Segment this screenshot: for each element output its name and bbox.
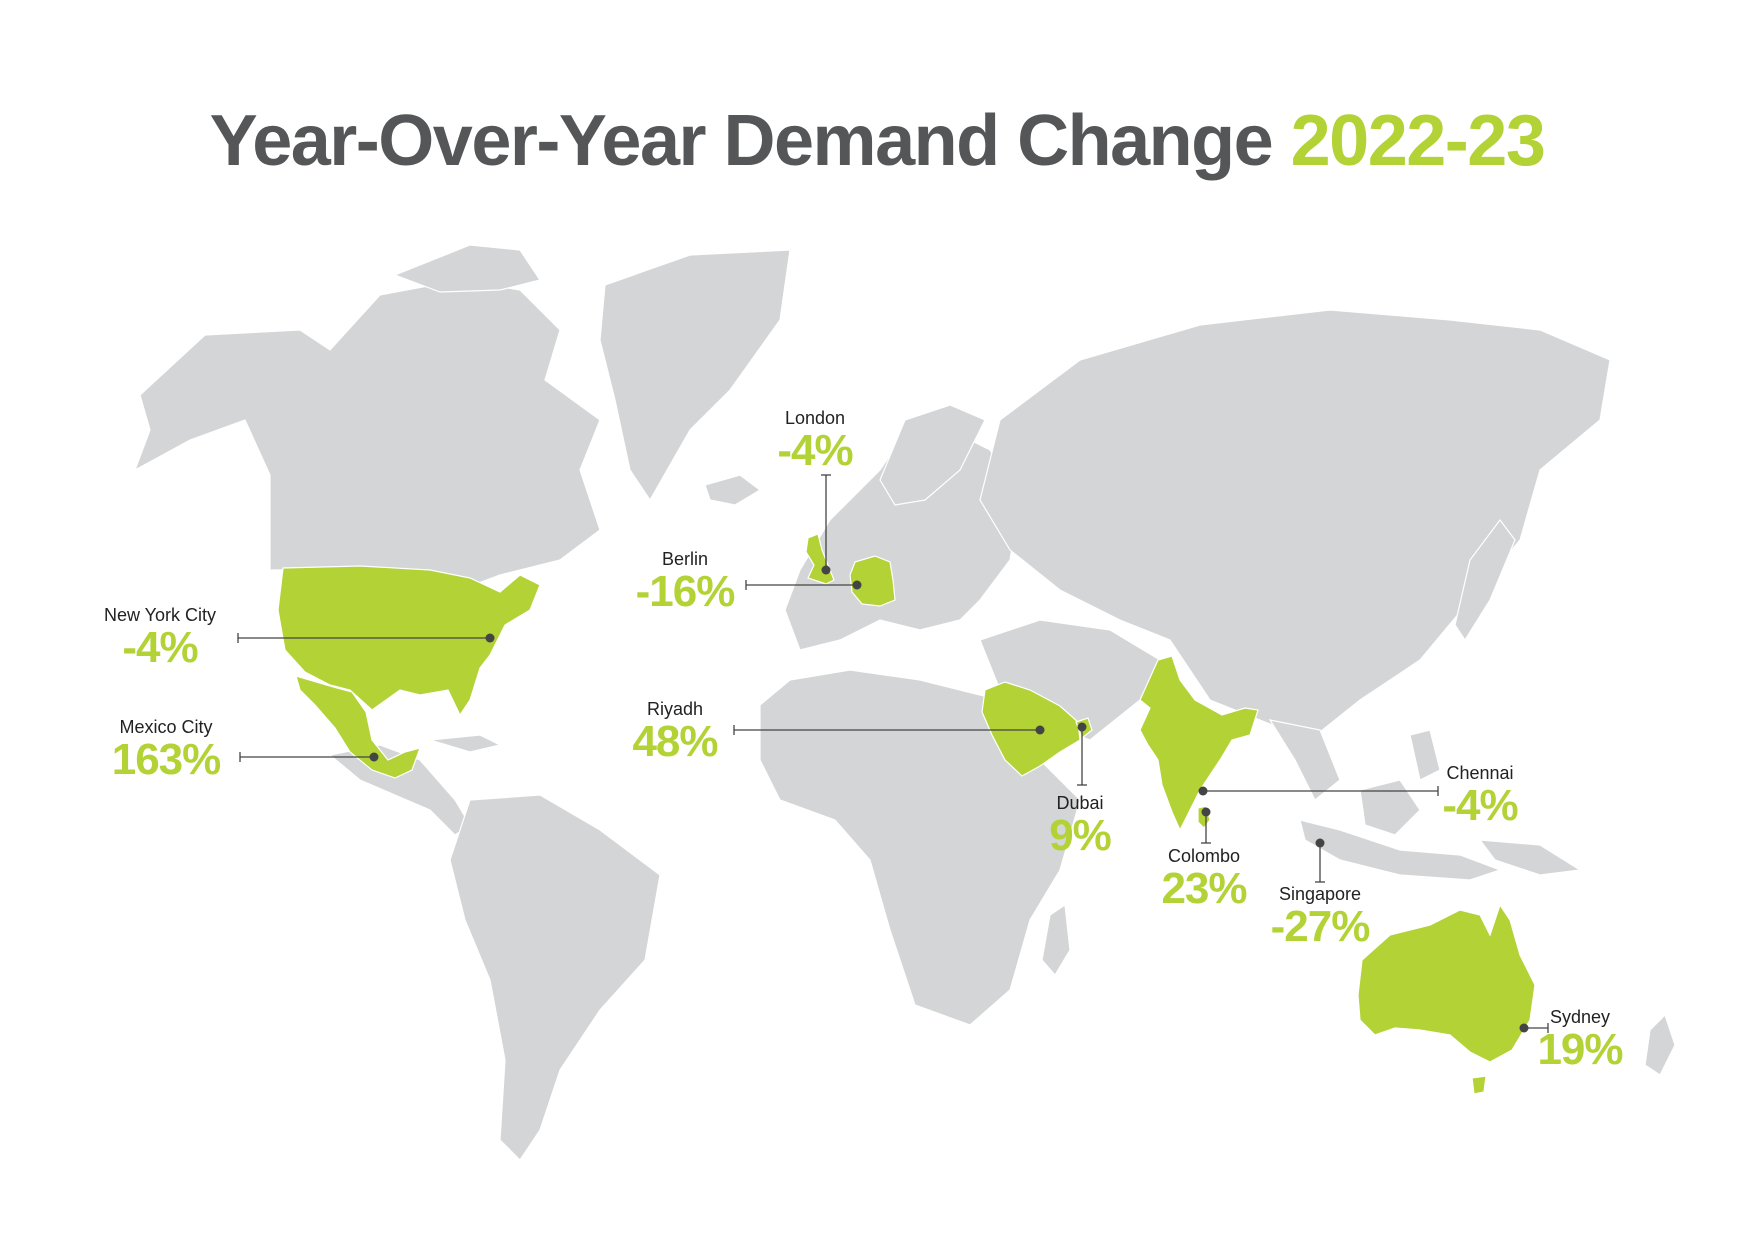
- label-mexico-city: Mexico City 163%: [66, 716, 266, 782]
- country-tasmania: [1471, 1075, 1487, 1095]
- land-japan: [1454, 519, 1516, 642]
- label-berlin: Berlin -16%: [600, 548, 770, 614]
- city-value: 48%: [632, 717, 718, 766]
- label-chennai: Chennai -4%: [1400, 762, 1560, 828]
- city-name: Sydney: [1549, 1007, 1611, 1027]
- country-saudi-arabia: [981, 681, 1081, 777]
- label-singapore: Singapore -27%: [1240, 883, 1400, 949]
- land-madagascar: [1041, 903, 1071, 977]
- dot-singapore: [1315, 838, 1325, 848]
- city-name: Dubai: [1056, 793, 1104, 813]
- label-london: London -4%: [730, 407, 900, 473]
- land-indonesia: [1299, 819, 1502, 881]
- city-value: 163%: [111, 735, 222, 784]
- land-alaska-canada: [133, 279, 601, 591]
- country-usa: [277, 565, 541, 717]
- city-value: 23%: [1161, 864, 1247, 913]
- dot-colombo: [1201, 807, 1211, 817]
- dot-chennai: [1198, 786, 1208, 796]
- label-riyadh: Riyadh 48%: [590, 698, 760, 764]
- land-new-zealand: [1644, 1013, 1676, 1076]
- dot-dubai: [1077, 722, 1087, 732]
- land-new-guinea: [1478, 839, 1582, 876]
- title-accent: 2022-23: [1290, 101, 1546, 181]
- country-india: [1139, 655, 1259, 832]
- label-dubai: Dubai 9%: [1000, 792, 1160, 858]
- leader-lines: [237, 474, 1549, 1033]
- map-title: Year-Over-Year Demand Change 2022-23: [0, 100, 1754, 182]
- city-value: 9%: [1049, 811, 1112, 860]
- city-value: -4%: [1442, 781, 1518, 830]
- city-name: Singapore: [1278, 884, 1362, 904]
- dot-sydney: [1519, 1023, 1529, 1033]
- country-australia: [1357, 903, 1536, 1063]
- land-borneo: [1359, 779, 1421, 836]
- label-sydney: Sydney 19%: [1505, 1006, 1655, 1072]
- country-germany: [849, 555, 896, 607]
- land-southeast-asia: [1268, 719, 1341, 801]
- highlighted-countries: [277, 533, 1536, 1095]
- land-south-america: [449, 794, 661, 1161]
- city-value: -4%: [122, 623, 198, 672]
- title-main: Year-Over-Year Demand Change: [209, 101, 1274, 181]
- city-name: Berlin: [661, 549, 709, 569]
- land-canada-islands: [393, 244, 541, 293]
- city-name: Riyadh: [646, 699, 704, 719]
- land-caribbean: [429, 734, 502, 753]
- city-name: Chennai: [1446, 763, 1514, 783]
- dot-mexico-city: [369, 752, 379, 762]
- label-colombo: Colombo 23%: [1124, 845, 1284, 911]
- city-value: -4%: [777, 426, 853, 475]
- land-greenland: [599, 249, 791, 502]
- land-base: [133, 244, 1676, 1161]
- land-iceland: [704, 474, 762, 506]
- city-name: Mexico City: [119, 717, 213, 737]
- country-mexico: [295, 675, 421, 779]
- land-africa: [759, 669, 1081, 1026]
- dot-new-york: [485, 633, 495, 643]
- city-name: New York City: [103, 605, 217, 625]
- label-new-york-city: New York City -4%: [60, 604, 260, 670]
- dot-berlin: [852, 580, 862, 590]
- land-scandinavia: [879, 404, 986, 506]
- city-value: -27%: [1270, 902, 1371, 951]
- dot-riyadh: [1035, 725, 1045, 735]
- city-value: 19%: [1537, 1025, 1623, 1074]
- land-asia: [979, 309, 1611, 741]
- city-name: London: [784, 408, 846, 428]
- city-value: -16%: [635, 567, 736, 616]
- city-name: Colombo: [1167, 846, 1241, 866]
- dot-london: [821, 565, 831, 575]
- land-philippines: [1409, 729, 1441, 781]
